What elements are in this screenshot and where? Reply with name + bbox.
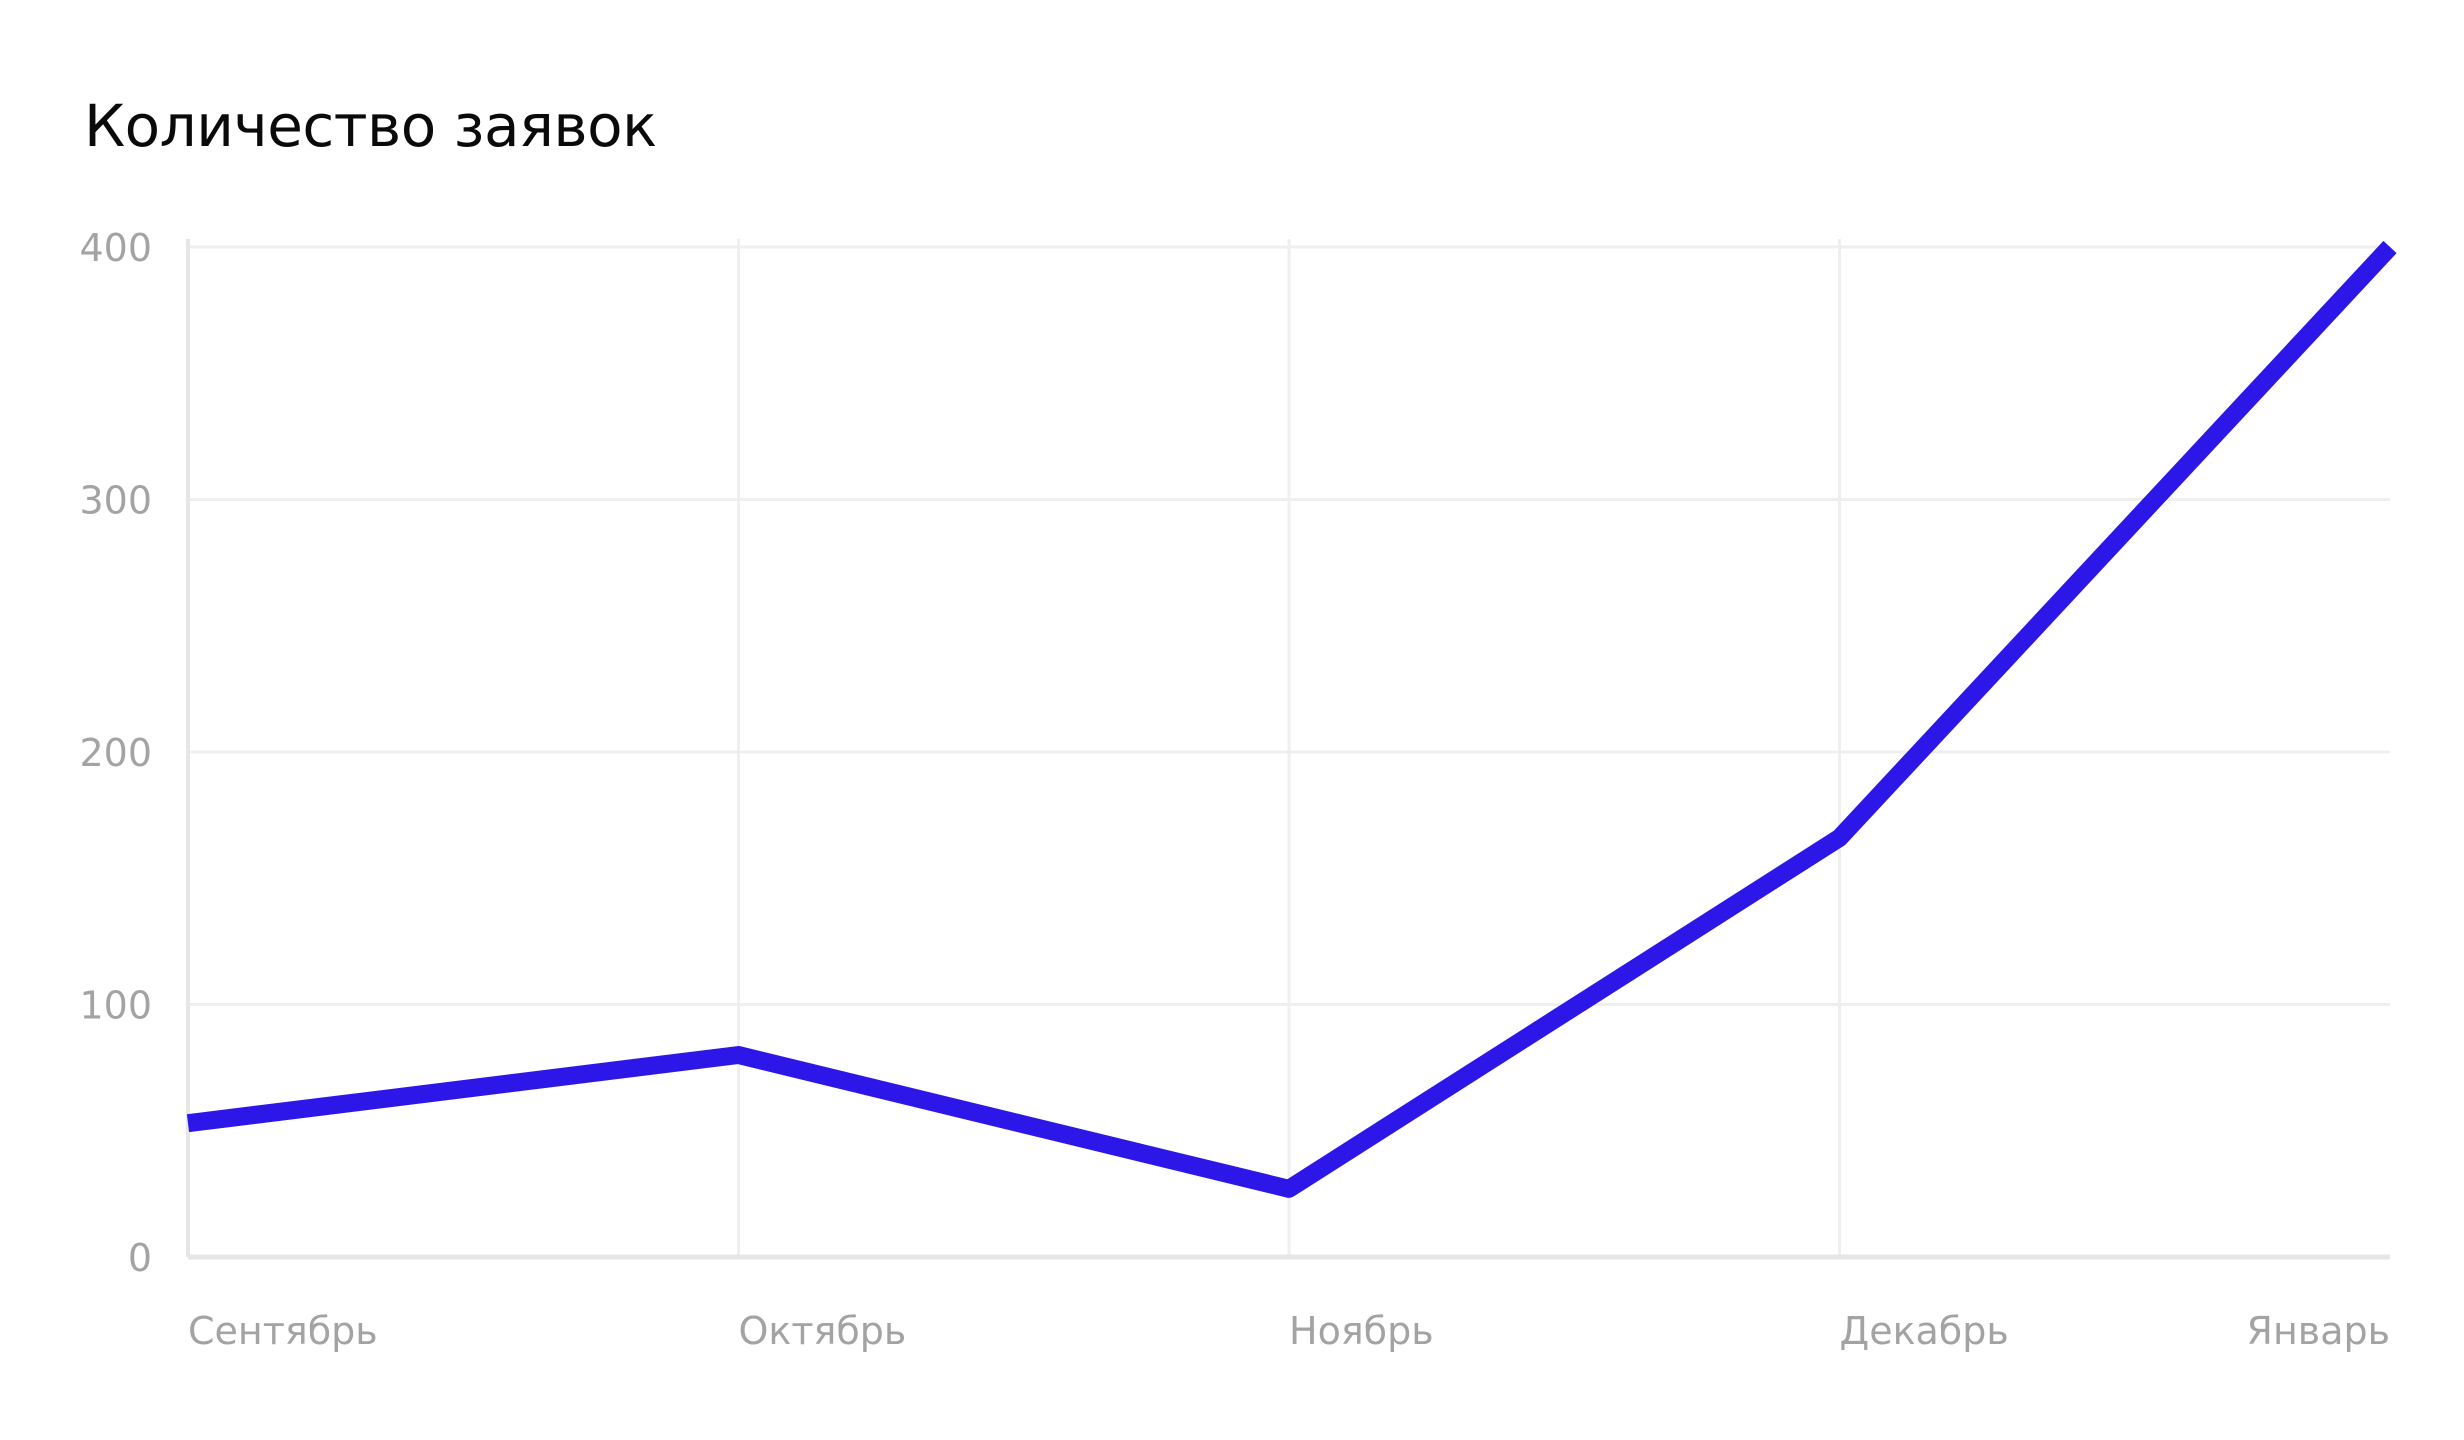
y-tick-label: 200 (79, 731, 152, 775)
y-tick-label: 100 (79, 984, 152, 1028)
y-tick-labels: 0 100 200 300 400 (79, 226, 152, 1280)
x-tick-label: Ноябрь (1289, 1309, 1434, 1353)
series-lines (186, 240, 2397, 1198)
x-tick-label: Октябрь (739, 1309, 907, 1353)
x-tick-label: Сентябрь (188, 1309, 378, 1353)
x-tick-label: Январь (2247, 1309, 2390, 1353)
y-tick-label: 400 (79, 226, 152, 270)
x-tick-label: Декабрь (1840, 1309, 2009, 1353)
y-tick-label: 300 (79, 479, 152, 523)
chart-title: Количество заявок (84, 92, 657, 160)
y-tick-label: 0 (128, 1236, 152, 1280)
axes (186, 239, 2390, 1260)
x-tick-labels: Сентябрь Октябрь Ноябрь Декабрь Январь (188, 1309, 2390, 1353)
grid-lines (188, 239, 2390, 1257)
